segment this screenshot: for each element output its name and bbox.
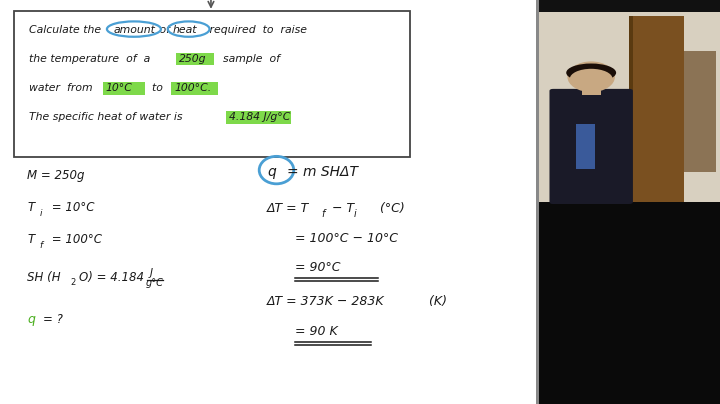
Bar — [176, 53, 214, 65]
Bar — [539, 202, 720, 404]
Text: J: J — [150, 267, 153, 278]
Bar — [171, 82, 218, 95]
FancyBboxPatch shape — [549, 89, 633, 204]
Text: ΔT = 373K − 283K: ΔT = 373K − 283K — [266, 295, 384, 308]
Text: i: i — [354, 209, 356, 219]
Text: ΔT = T: ΔT = T — [266, 202, 309, 215]
Text: (K): (K) — [421, 295, 447, 308]
Text: sample  of: sample of — [216, 54, 280, 64]
Bar — [582, 85, 600, 95]
Ellipse shape — [566, 63, 616, 82]
Text: − T: − T — [328, 202, 354, 215]
Text: 2: 2 — [71, 278, 76, 287]
Text: amount: amount — [114, 25, 156, 35]
Text: water  from: water from — [29, 83, 92, 93]
Text: q: q — [27, 313, 35, 326]
Text: O) = 4.184: O) = 4.184 — [79, 271, 144, 284]
Text: the temperature  of  a: the temperature of a — [29, 54, 150, 64]
Text: f: f — [321, 209, 325, 219]
Bar — [539, 0, 720, 12]
Text: 4.184 J/g°C: 4.184 J/g°C — [229, 112, 290, 122]
Text: required  to  raise: required to raise — [206, 25, 307, 35]
Text: heat: heat — [173, 25, 197, 35]
Text: = 90 K: = 90 K — [295, 324, 338, 337]
Bar — [103, 82, 145, 95]
Text: T: T — [27, 233, 35, 246]
Text: = m SHΔT: = m SHΔT — [287, 165, 358, 179]
Bar — [226, 111, 291, 124]
Bar — [684, 50, 716, 172]
Bar — [536, 0, 539, 404]
Bar — [633, 16, 684, 202]
Text: = ?: = ? — [43, 313, 63, 326]
Text: q: q — [268, 165, 276, 179]
Bar — [0, 0, 536, 404]
Text: Calculate the: Calculate the — [29, 25, 101, 35]
Text: 10°C: 10°C — [106, 83, 132, 93]
Text: = 10°C: = 10°C — [48, 201, 94, 214]
Text: = 90°C: = 90°C — [295, 261, 341, 274]
Bar — [576, 124, 595, 169]
Text: g°C: g°C — [146, 278, 164, 288]
Bar — [539, 0, 720, 202]
FancyBboxPatch shape — [14, 11, 410, 157]
Text: The specific heat of water is: The specific heat of water is — [29, 112, 182, 122]
Text: = 100°C: = 100°C — [48, 233, 102, 246]
Text: SH (H: SH (H — [27, 271, 61, 284]
Text: 100°C.: 100°C. — [174, 83, 212, 93]
Text: f: f — [40, 242, 42, 250]
Text: to: to — [145, 83, 163, 93]
Text: = 100°C − 10°C: = 100°C − 10°C — [295, 232, 398, 245]
Ellipse shape — [570, 69, 613, 89]
Text: i: i — [40, 209, 42, 218]
Text: of: of — [156, 25, 170, 35]
Ellipse shape — [567, 61, 615, 92]
Text: (°C): (°C) — [364, 202, 405, 215]
Bar — [629, 16, 633, 202]
Text: 250g: 250g — [179, 54, 206, 64]
Text: M = 250g: M = 250g — [27, 168, 85, 181]
Text: T: T — [27, 201, 35, 214]
